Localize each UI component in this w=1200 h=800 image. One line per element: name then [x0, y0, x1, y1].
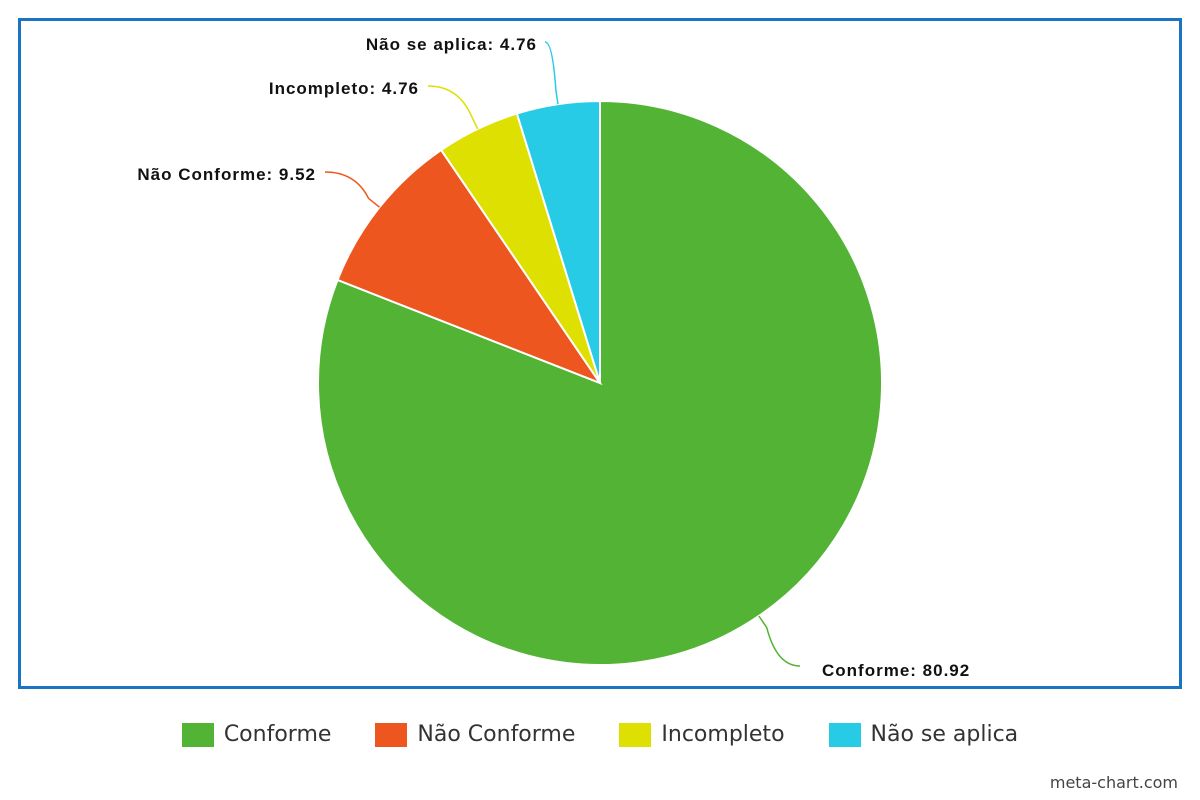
- legend-label: Não se aplica: [870, 722, 1019, 747]
- pie-chart: Conforme: 80.92 Não Conforme: 9.52 Incompl…: [137, 35, 970, 680]
- pie-labels: Conforme: 80.92 Não Conforme: 9.52 Incompl…: [137, 35, 970, 680]
- legend-label: Não Conforme: [417, 722, 576, 747]
- data-label-conforme: Conforme: 80.92: [822, 661, 970, 680]
- label-connector-incompleto: [427, 85, 479, 130]
- label-connector-nao-se-aplica: [544, 41, 559, 105]
- label-connector-nao-conforme: [324, 171, 380, 208]
- legend-item-nao-conforme[interactable]: Não Conforme: [375, 722, 575, 747]
- legend-item-incompleto[interactable]: Incompleto: [619, 722, 785, 747]
- legend-swatch: [619, 722, 652, 747]
- pie-slice-nao-conforme[interactable]: [336, 148, 603, 386]
- legend-label: Conforme: [223, 722, 332, 747]
- data-label-nao-conforme: Não Conforme: 9.52: [137, 165, 316, 184]
- legend-swatch: [828, 722, 861, 747]
- watermark: meta-chart.com: [1049, 773, 1178, 792]
- legend: Conforme Não Conforme Incompleto Não se …: [0, 722, 1200, 747]
- legend-swatch: [375, 722, 408, 747]
- legend-label: Incompleto: [661, 722, 785, 747]
- label-connector-conforme: [758, 615, 801, 667]
- pie-slices: [317, 99, 883, 666]
- data-label-incompleto: Incompleto: 4.76: [269, 79, 419, 98]
- legend-item-nao-se-aplica[interactable]: Não se aplica: [828, 722, 1019, 747]
- legend-swatch: [181, 722, 214, 747]
- data-label-nao-se-aplica: Não se aplica: 4.76: [366, 35, 537, 54]
- pie-slice-nao-se-aplica[interactable]: [515, 99, 601, 384]
- legend-item-conforme[interactable]: Conforme: [181, 722, 332, 747]
